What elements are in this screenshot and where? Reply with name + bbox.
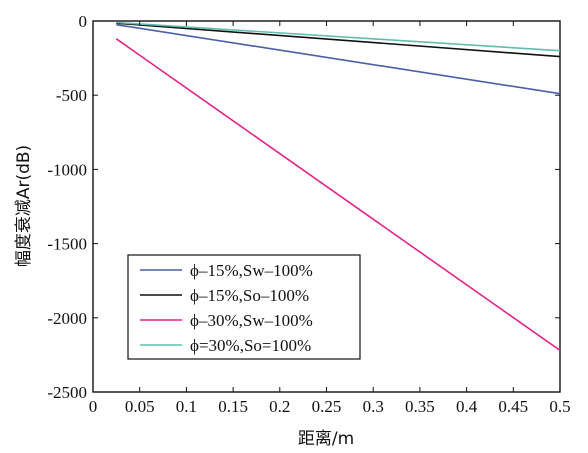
x-tick-label: 0.1 — [176, 397, 197, 416]
series-line-3 — [115, 38, 561, 352]
x-tick-label: 0 — [89, 397, 98, 416]
y-tick-label: -1500 — [47, 235, 87, 254]
x-tick-label: 0.35 — [405, 397, 435, 416]
y-tick-label: 0 — [79, 12, 88, 31]
x-tick-label: 0.4 — [456, 397, 478, 416]
x-tick-label: 0.05 — [125, 397, 155, 416]
ticks-layer: 0 0.05 0.1 0.15 0.2 0.25 0.3 0.35 0.4 0.45 0.5 0 -50… — [47, 12, 570, 416]
x-tick-label: 0.5 — [549, 397, 570, 416]
x-tick-label: 0.45 — [498, 397, 528, 416]
legend: ϕ–15%,Sw–100% ϕ–15%,So–100% ϕ–30%,Sw–100% ϕ… — [127, 254, 361, 360]
x-axis-label: 距离/m — [298, 429, 354, 449]
x-tick-label: 0.3 — [363, 397, 384, 416]
legend-box — [127, 254, 361, 360]
x-tick-label: 0.2 — [269, 397, 290, 416]
legend-label: ϕ–30%,Sw–100% — [190, 311, 313, 330]
legend-label: ϕ=30%,So=100% — [190, 336, 311, 355]
y-tick-label: -2000 — [47, 309, 87, 328]
y-axis-label: 幅度衰减Ar(dB) — [14, 145, 34, 267]
legend-label: ϕ–15%,So–100% — [190, 286, 309, 305]
y-tick-label: -1000 — [47, 160, 87, 179]
y-tick-label: -500 — [56, 86, 87, 105]
series-layer — [115, 21, 561, 352]
x-tick-label: 0.15 — [218, 397, 248, 416]
x-tick-label: 0.25 — [312, 397, 342, 416]
y-tick-label: -2500 — [47, 383, 87, 402]
series-line-1 — [116, 23, 561, 95]
legend-label: ϕ–15%,Sw–100% — [190, 261, 313, 280]
series-line-4 — [116, 21, 561, 52]
series-line-2 — [116, 22, 561, 58]
